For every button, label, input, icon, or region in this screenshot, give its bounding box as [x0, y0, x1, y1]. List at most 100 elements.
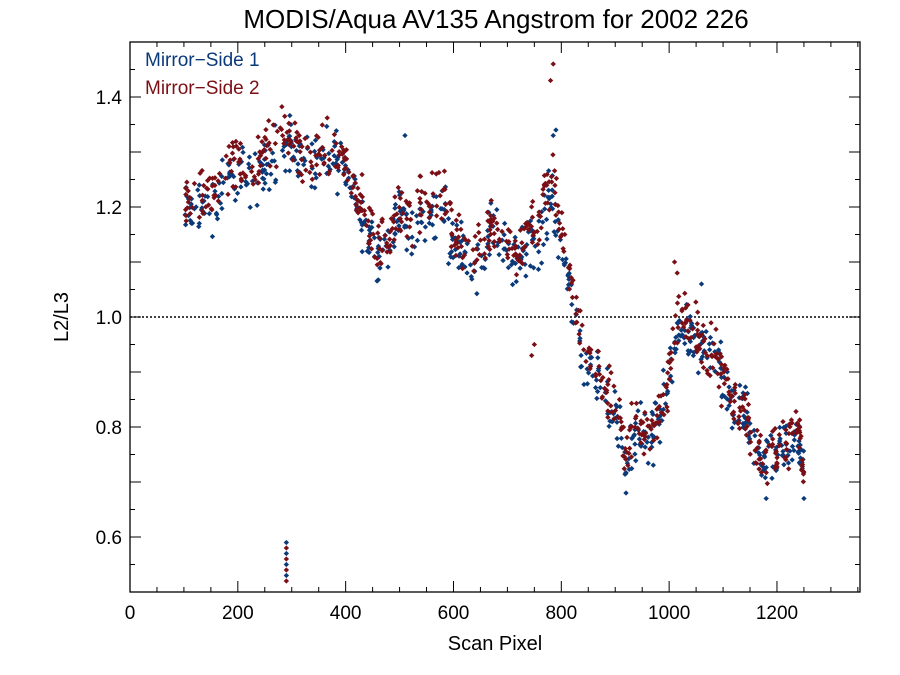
series-2-point [605, 408, 611, 414]
series-1-point [243, 182, 250, 188]
series-2-point [283, 567, 290, 573]
series-1-point [638, 399, 644, 406]
series-2-point [708, 320, 714, 326]
series-2-point [475, 221, 482, 228]
series-2-point [426, 209, 433, 215]
series-1-point [623, 490, 629, 496]
series-2-point [553, 175, 560, 182]
series-2-point [433, 171, 439, 177]
series-2-point [397, 195, 404, 201]
series-2-point [796, 428, 803, 434]
series-2-point [361, 208, 368, 214]
series-1-point [254, 202, 260, 208]
series-1-point [614, 435, 620, 442]
series-2-point [550, 61, 556, 67]
series-2-point [762, 449, 769, 455]
series-2-point [573, 294, 580, 300]
series-2-point [370, 231, 376, 237]
series-2-point [783, 440, 790, 447]
series-2-point [368, 246, 375, 252]
series-1-point [763, 495, 769, 502]
series-2-point [438, 215, 445, 222]
series-1-point [392, 205, 398, 211]
series-2-point [668, 365, 674, 372]
series-2-point [355, 210, 361, 216]
series-2-point [238, 176, 244, 182]
y-tick-label: 0.8 [96, 418, 122, 439]
series-2-point [207, 175, 213, 181]
series-1-point [195, 187, 201, 193]
series-2-point [255, 156, 261, 162]
series-2-point [183, 218, 189, 224]
series-2-point [494, 220, 500, 226]
series-2-point [391, 237, 397, 243]
series-2-point [525, 226, 532, 233]
series-2-point [377, 235, 383, 241]
series-2-point [633, 400, 640, 407]
series-2-point [640, 430, 646, 436]
series-2-point [628, 454, 635, 460]
series-2-point [250, 181, 256, 187]
series-2-point [225, 191, 231, 198]
series-1-point [409, 251, 415, 257]
series-2-point [644, 416, 650, 423]
series-2-point [453, 252, 459, 259]
series-2-point [482, 255, 488, 261]
series-2-point [322, 152, 328, 159]
series-2-point [473, 246, 479, 252]
series-2-point [361, 212, 368, 218]
series-2-point [319, 122, 325, 128]
series-2-point [455, 234, 462, 240]
series-2-point [371, 254, 378, 260]
series-2-point [756, 440, 762, 446]
series-2-point [718, 403, 725, 409]
series-1-point [375, 277, 381, 283]
series-2-point [375, 230, 381, 236]
legend: Mirror−Side 1 Mirror−Side 2 [145, 50, 260, 99]
series-2-point [226, 143, 232, 150]
series-1-point [650, 411, 656, 418]
series-2-point [671, 259, 678, 265]
series-1-point [538, 260, 545, 266]
series-1-point [550, 132, 556, 139]
series-2-point [488, 222, 495, 229]
series-1-point [448, 249, 455, 255]
series-2-point [629, 423, 635, 430]
series-2-point [363, 222, 370, 229]
series-2-point [278, 126, 285, 133]
series-2-point [461, 252, 468, 258]
series-2-point [426, 203, 432, 209]
series-2-point [774, 461, 780, 467]
series-2-point [313, 152, 319, 159]
series-1-point [262, 180, 268, 186]
series-1-point [633, 457, 639, 464]
series-1-point [517, 265, 523, 271]
x-axis-label: Scan Pixel [448, 633, 543, 655]
series-2-point [348, 190, 354, 196]
series-2-point [417, 199, 423, 206]
y-tick-label: 1.0 [96, 308, 122, 329]
series-2-point [569, 294, 576, 301]
series-1-point [243, 179, 249, 185]
series-2-point [620, 453, 626, 459]
series-2-point [237, 171, 243, 177]
series-2-point [694, 327, 701, 333]
series-2-point [350, 172, 356, 179]
series-2-point [365, 218, 371, 224]
series-1-point [682, 340, 688, 347]
series-1-point [612, 388, 618, 395]
series-2-point [231, 156, 238, 162]
series-1-point [385, 264, 391, 270]
series-2-point [679, 320, 685, 326]
series-1-point [245, 161, 252, 167]
series-2-point [754, 445, 761, 451]
series-2-point [242, 172, 249, 179]
series-2-point [290, 157, 296, 163]
series-1-point [212, 188, 218, 194]
series-1-point [673, 346, 679, 352]
series-1-point [695, 370, 702, 376]
series-2-point [273, 164, 280, 170]
series-2-point [233, 138, 239, 145]
series-2-point [664, 408, 671, 414]
series-2-point [199, 192, 206, 198]
